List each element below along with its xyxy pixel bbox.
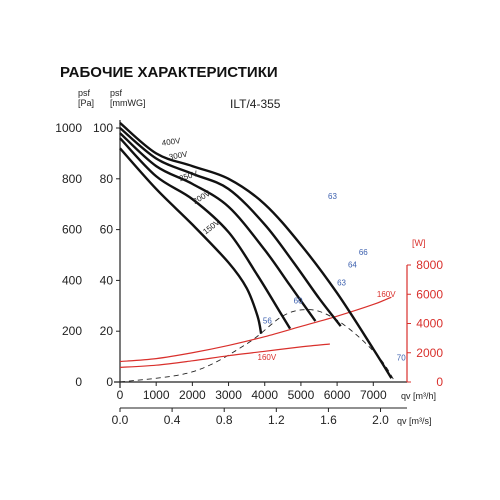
y-axis-pa-label: psf [Pa]	[78, 88, 94, 108]
y-tick-label-pa: 0	[75, 375, 82, 389]
y-tick-label-mmwg: 0	[106, 375, 113, 389]
curve-label-150V: 150V	[201, 217, 222, 236]
x-tick-label-m3h: 7000	[360, 388, 387, 402]
x-tick-label-m3h: 4000	[251, 388, 278, 402]
pressure-curves	[119, 122, 393, 379]
y-axis-mmwg-unit: [mmWG]	[110, 98, 146, 108]
efficiency-label: 63	[328, 192, 337, 201]
curve-label-200V: 200V	[191, 188, 212, 205]
curve-250V	[119, 132, 317, 322]
y-axis-mmwg-title: psf	[110, 88, 123, 98]
x-axis-label-m3s: qv [m³/s]	[397, 416, 432, 426]
x-axis-label-m3h: qv [m³/h]	[401, 391, 436, 401]
chart-title: РАБОЧИЕ ХАРАКТЕРИСТИКИ	[60, 64, 278, 81]
x-tick-label-m3s: 1.6	[320, 413, 337, 427]
model-label: ILT/4-355	[230, 97, 281, 111]
curve-400V	[119, 122, 393, 379]
efficiency-label: 56	[263, 317, 272, 326]
efficiency-label: 63	[337, 278, 346, 287]
y-tick-label-pa: 200	[62, 324, 82, 338]
y-axis-pa-unit: [Pa]	[78, 98, 94, 108]
efficiency-curve	[119, 309, 396, 383]
power-tick-label: 4000	[416, 317, 443, 331]
power-tick-label: 6000	[416, 287, 443, 301]
y-tick-label-mmwg: 60	[100, 223, 114, 237]
efficiency-label: 70	[397, 353, 406, 362]
power-label: 160V	[377, 290, 396, 299]
efficiency-label: 60	[294, 296, 303, 305]
power-curve-0	[119, 296, 392, 363]
x-tick-label-m3s: 1.2	[268, 413, 285, 427]
y-tick-label-pa: 1000	[55, 121, 82, 135]
power-curves	[119, 296, 392, 368]
y-tick-label-mmwg: 40	[100, 273, 114, 287]
x-tick-label-m3s: 2.0	[372, 413, 389, 427]
x-tick-label-m3s: 0.0	[112, 413, 129, 427]
x-tick-label-m3h: 1000	[143, 388, 170, 402]
y-axis-mmwg-label: psf [mmWG]	[110, 88, 146, 108]
curve-200V	[119, 137, 292, 330]
efficiency-label: 64	[348, 261, 357, 270]
x-tick-label-m3h: 0	[117, 388, 124, 402]
curve-label-400V: 400V	[161, 136, 181, 148]
power-tick-label: 2000	[416, 346, 443, 360]
y-tick-label-pa: 800	[62, 172, 82, 186]
efficiency-label: 66	[359, 248, 368, 257]
y-tick-label-mmwg: 20	[100, 324, 114, 338]
x-tick-label-m3h: 3000	[215, 388, 242, 402]
y-tick-label-mmwg: 80	[100, 172, 114, 186]
power-label: 160V	[258, 353, 277, 362]
axes: 0200400600800100002040608010002000400060…	[55, 120, 443, 427]
curve-label-300V: 300V	[168, 149, 189, 161]
power-curve-1	[119, 343, 330, 368]
y-axis-power-unit: [W]	[412, 238, 426, 248]
x-tick-label-m3h: 5000	[288, 388, 315, 402]
x-tick-label-m3s: 0.4	[164, 413, 181, 427]
efficiency-line	[119, 309, 396, 383]
y-tick-label-pa: 400	[62, 273, 82, 287]
x-tick-label-m3h: 2000	[179, 388, 206, 402]
y-tick-label-pa: 600	[62, 223, 82, 237]
power-tick-label: 8000	[416, 258, 443, 272]
curve-150V	[119, 147, 263, 334]
y-axis-pa-title: psf	[78, 88, 91, 98]
curve-300V	[119, 127, 342, 327]
x-tick-label-m3h: 6000	[324, 388, 351, 402]
power-tick-label: 0	[436, 375, 443, 389]
y-tick-label-mmwg: 100	[93, 121, 113, 135]
x-tick-label-m3s: 0.8	[216, 413, 233, 427]
